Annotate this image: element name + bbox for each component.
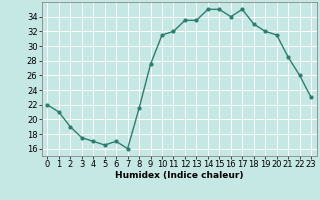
X-axis label: Humidex (Indice chaleur): Humidex (Indice chaleur) bbox=[115, 171, 244, 180]
